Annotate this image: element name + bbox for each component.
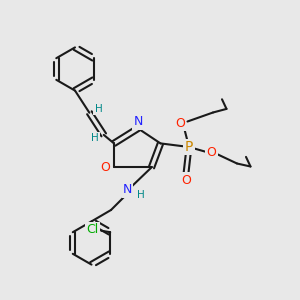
Text: H: H <box>94 104 102 114</box>
Text: O: O <box>207 146 216 159</box>
Text: O: O <box>175 116 185 130</box>
Text: O: O <box>101 161 110 174</box>
Text: N: N <box>123 183 132 196</box>
Text: H: H <box>136 190 144 200</box>
Text: N: N <box>133 115 143 128</box>
Text: P: P <box>185 140 193 154</box>
Text: O: O <box>181 173 191 187</box>
Text: Cl: Cl <box>86 223 98 236</box>
Text: H: H <box>92 133 99 143</box>
